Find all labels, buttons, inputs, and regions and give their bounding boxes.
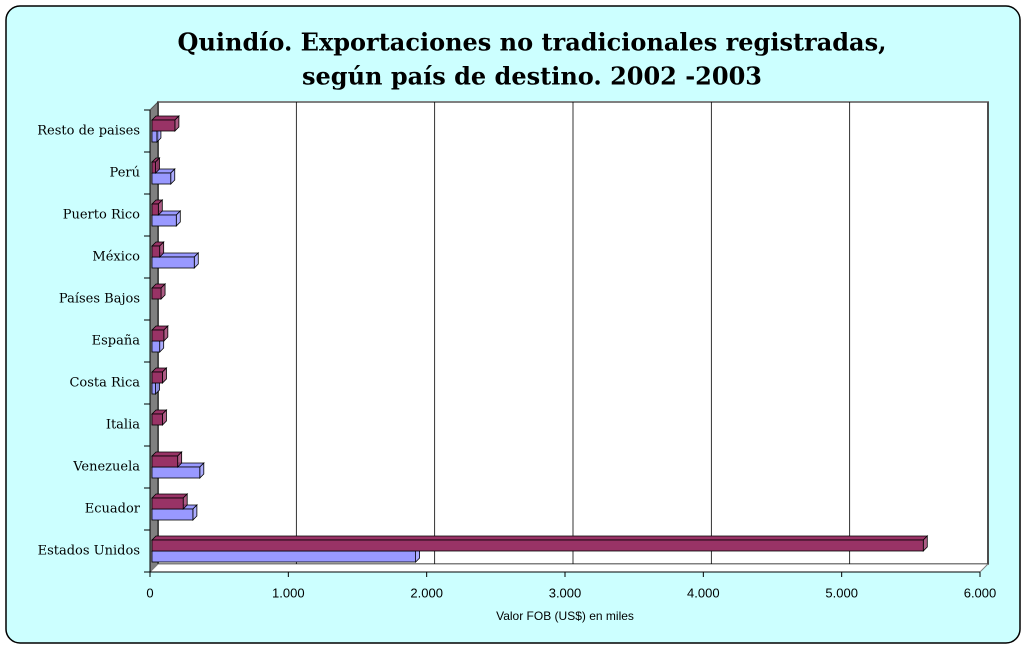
bar — [151, 413, 163, 426]
bar — [151, 382, 156, 395]
x-tick-label: 3.000 — [549, 585, 582, 600]
bar — [151, 497, 184, 510]
x-axis-label: Valor FOB (US$) en miles — [496, 609, 634, 623]
bar — [151, 203, 159, 216]
y-tick-label: Costa Rica — [69, 376, 140, 391]
bar — [151, 550, 417, 563]
bar — [151, 130, 158, 143]
bar — [151, 256, 195, 269]
bar-top — [151, 115, 180, 121]
bar-top — [151, 493, 189, 499]
bar — [151, 508, 194, 521]
bar — [151, 172, 172, 185]
y-tick-label: Italia — [106, 418, 140, 433]
x-tick-label: 0 — [146, 585, 153, 600]
bar-top — [151, 451, 183, 457]
y-tick-label: México — [92, 250, 140, 265]
x-tick-label: 4.000 — [687, 585, 720, 600]
bar — [151, 466, 201, 479]
chart-title: Quindío. Exportaciones no tradicionales … — [178, 28, 887, 57]
y-tick-label: España — [92, 334, 141, 349]
bar — [151, 245, 161, 258]
chart-subtitle: según país de destino. 2002 -2003 — [302, 62, 762, 91]
bar — [151, 287, 162, 300]
x-tick-label: 2.000 — [410, 585, 443, 600]
bar — [151, 119, 176, 132]
bar — [151, 214, 177, 227]
bar — [151, 455, 179, 468]
y-tick-label: Puerto Rico — [63, 208, 140, 223]
x-tick-label: 1.000 — [272, 585, 305, 600]
y-tick-label: Países Bajos — [59, 292, 140, 307]
bar-top — [151, 535, 929, 541]
y-tick-label: Venezuela — [72, 460, 140, 475]
bar — [151, 340, 161, 353]
y-tick-label: Perú — [110, 166, 140, 181]
y-tick-label: Ecuador — [85, 502, 141, 517]
bar — [151, 371, 163, 384]
bar — [151, 329, 165, 342]
y-tick-label: Resto de paises — [37, 124, 140, 139]
x-tick-label: 6.000 — [964, 585, 997, 600]
x-tick-label: 5.000 — [825, 585, 858, 600]
bar — [151, 539, 924, 552]
floor — [148, 563, 990, 573]
bar — [151, 161, 156, 174]
y-tick-label: Estados Unidos — [38, 544, 140, 559]
